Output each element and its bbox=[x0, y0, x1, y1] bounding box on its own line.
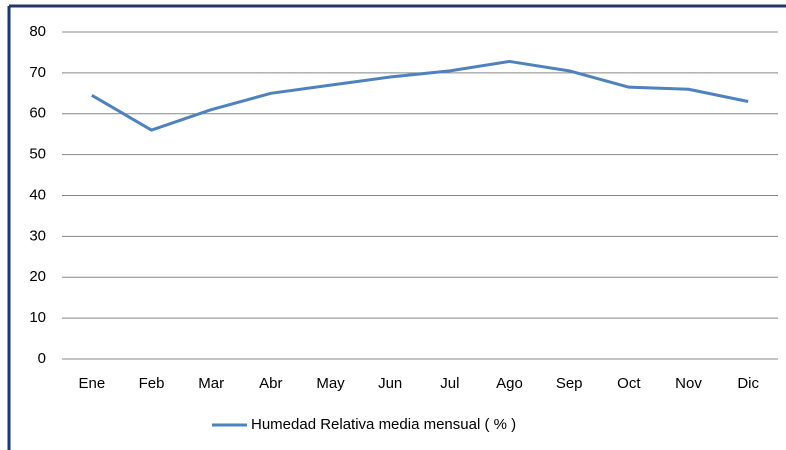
y-tick-label: 50 bbox=[29, 146, 46, 163]
x-tick-label: Feb bbox=[139, 375, 165, 392]
x-tick-label: Dic bbox=[737, 375, 759, 392]
y-tick-label: 40 bbox=[29, 186, 46, 203]
y-tick-label: 20 bbox=[29, 268, 46, 285]
x-tick-label: Ene bbox=[78, 375, 105, 392]
y-tick-label: 70 bbox=[29, 64, 46, 81]
y-tick-label: 0 bbox=[38, 350, 46, 367]
x-tick-label: Sep bbox=[556, 375, 583, 392]
y-tick-label: 80 bbox=[29, 23, 46, 40]
x-tick-label: Mar bbox=[198, 375, 224, 392]
x-tick-label: Abr bbox=[259, 375, 282, 392]
x-tick-label: May bbox=[316, 375, 345, 392]
y-tick-label: 30 bbox=[29, 227, 46, 244]
x-tick-label: Jun bbox=[378, 375, 402, 392]
y-tick-label: 10 bbox=[29, 309, 46, 326]
x-tick-label: Ago bbox=[496, 375, 523, 392]
x-tick-label: Nov bbox=[675, 375, 702, 392]
y-tick-label: 60 bbox=[29, 105, 46, 122]
x-tick-label: Oct bbox=[617, 375, 641, 392]
data-line bbox=[91, 59, 749, 132]
x-tick-label: Jul bbox=[440, 375, 459, 392]
legend-label: Humedad Relativa media mensual ( % ) bbox=[251, 416, 516, 433]
